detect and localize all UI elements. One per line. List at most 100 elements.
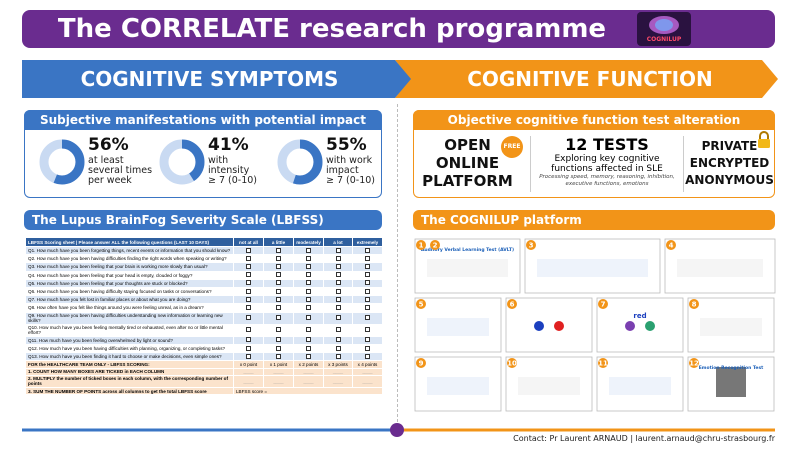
badge-number: 11 xyxy=(598,360,608,368)
step: 1. COUNT HOW MANY BOXES ARE TICKED in EA… xyxy=(25,367,234,376)
question: Q7. How much have you felt lost in famil… xyxy=(25,295,234,305)
stat-text: per week xyxy=(88,175,132,186)
shape xyxy=(554,321,564,331)
badge xyxy=(598,299,608,309)
points: x 3 points xyxy=(323,360,353,369)
badge xyxy=(689,299,699,309)
question: Q10. How much have you been feeling ment… xyxy=(25,323,234,337)
checkbox-cell xyxy=(233,270,264,280)
question: Q9. How much have you been having diffic… xyxy=(25,311,234,325)
stat-text: impact xyxy=(326,165,359,176)
badge xyxy=(526,240,536,250)
score-label: LBFSS score = xyxy=(233,386,382,396)
contact: Contact: Pr Laurent ARNAUD | laurent.arn… xyxy=(513,434,775,443)
checkbox-cell xyxy=(293,335,324,346)
question-row: Q7. How much have you felt lost in famil… xyxy=(25,295,382,305)
content xyxy=(609,377,671,395)
checkbox-cell xyxy=(323,335,353,346)
badge-number: 8 xyxy=(692,301,697,309)
question-row: Q3. How much have you been feeling that … xyxy=(25,262,382,272)
question-row: Q10. How much have you been feeling ment… xyxy=(25,323,382,337)
badge-number: 1 xyxy=(419,242,424,250)
checkbox-cell xyxy=(263,245,294,256)
badge-number: 2 xyxy=(433,242,438,250)
screen-text: Emotion Recognition Test xyxy=(699,365,764,371)
blank-cell: ____ xyxy=(263,374,294,389)
orange-banner xyxy=(395,60,778,98)
scoring-step: 2. MULTIPLY the number of ticked boxes i… xyxy=(25,374,382,389)
blank-cell: ____ xyxy=(293,374,324,389)
checkbox-cell xyxy=(263,278,294,288)
stats-title: Subjective manifestations with potential… xyxy=(24,110,382,130)
stat-value: 41% xyxy=(208,135,249,155)
donut-arc xyxy=(159,139,205,185)
badge xyxy=(689,358,699,368)
blank-cell: ____ xyxy=(293,367,324,376)
screen-text: Auditory Verbal Learning Test (AVLT) xyxy=(421,247,514,253)
checkbox-cell xyxy=(352,311,382,325)
question: Q6. How much have you been having diffic… xyxy=(25,286,234,297)
checkbox-cell xyxy=(293,286,324,297)
checkbox-cell xyxy=(233,323,264,337)
checkbox-cell xyxy=(352,335,382,346)
scoring-row: FOR the HEALTHCARE TEAM ONLY - LBFSS SCO… xyxy=(25,360,382,369)
stat-text: with work xyxy=(326,155,373,166)
badge-number: 3 xyxy=(529,242,534,250)
checkbox-cell xyxy=(263,323,294,337)
question-row: Q6. How much have you been having diffic… xyxy=(25,286,382,297)
checkbox-cell xyxy=(323,344,353,354)
question: Q11. How much have you been feeling over… xyxy=(25,335,234,346)
checkbox-cell xyxy=(323,303,353,313)
badge-number: 10 xyxy=(507,360,517,368)
checkbox-cell xyxy=(233,311,264,325)
question-row: Q9. How much have you been having diffic… xyxy=(25,311,382,325)
platform-feature: OPEN ONLINE PLATFORM xyxy=(415,136,520,190)
title: The CORRELATE research programme xyxy=(57,14,607,44)
question: Q13. How much have you been finding it h… xyxy=(25,352,234,362)
checkbox-cell xyxy=(263,303,294,313)
free-badge: FREE xyxy=(501,136,523,158)
logo-art xyxy=(649,16,679,34)
points: x 0 point xyxy=(233,360,264,369)
checkbox-cell xyxy=(233,262,264,272)
checkbox-cell xyxy=(323,278,353,288)
platform-title: The COGNILUP platform xyxy=(413,210,775,230)
footer-line xyxy=(22,423,775,437)
question-row: Q2. How much have you been having diffic… xyxy=(25,254,382,264)
tests-title: 12 TESTS xyxy=(565,135,649,154)
question-row: Q5. How much have you been feeling that … xyxy=(25,278,382,288)
photo xyxy=(716,367,746,397)
header-cell: a little xyxy=(263,237,294,247)
feature-line: ANONYMOUS xyxy=(685,173,774,187)
feature-line: PLATFORM xyxy=(422,172,513,190)
tests-detail: Processing speed, memory, reasoning, inh… xyxy=(539,174,675,187)
blank-cell: ____ xyxy=(323,374,353,389)
header-cell: a lot xyxy=(323,237,353,247)
blue-banner xyxy=(22,60,411,98)
header-cell: LBFSS Scoring sheet | Please answer ALL … xyxy=(25,237,234,247)
badge-number: 5 xyxy=(419,301,424,309)
checkbox-cell xyxy=(233,352,264,362)
checkbox-cell xyxy=(293,295,324,305)
checkbox-cell xyxy=(352,323,382,337)
header-cell: moderately xyxy=(293,237,324,247)
question-row: Q12. How much have you been having diffi… xyxy=(25,344,382,354)
badge xyxy=(416,240,426,250)
header-cell: extremely xyxy=(352,237,382,247)
checkbox-cell xyxy=(352,245,382,256)
stat-value: 56% xyxy=(88,135,129,155)
badge-number: 12 xyxy=(689,360,699,368)
question: Q1. How much have you been forgetting th… xyxy=(25,245,234,256)
banner-right: COGNITIVE FUNCTION xyxy=(467,67,713,91)
checkbox-cell xyxy=(352,262,382,272)
security-feature: PRIVATE ENCRYPTED ANONYMOUS xyxy=(684,138,775,189)
checkbox-cell xyxy=(323,295,353,305)
checkbox-cell xyxy=(263,344,294,354)
stat-text: several times xyxy=(88,165,152,176)
question-row: Q8. How often have you felt like things … xyxy=(25,303,382,313)
checkbox-cell xyxy=(293,262,324,272)
content xyxy=(700,318,762,336)
checkbox-cell xyxy=(323,270,353,280)
content xyxy=(518,377,580,395)
content xyxy=(427,377,489,395)
